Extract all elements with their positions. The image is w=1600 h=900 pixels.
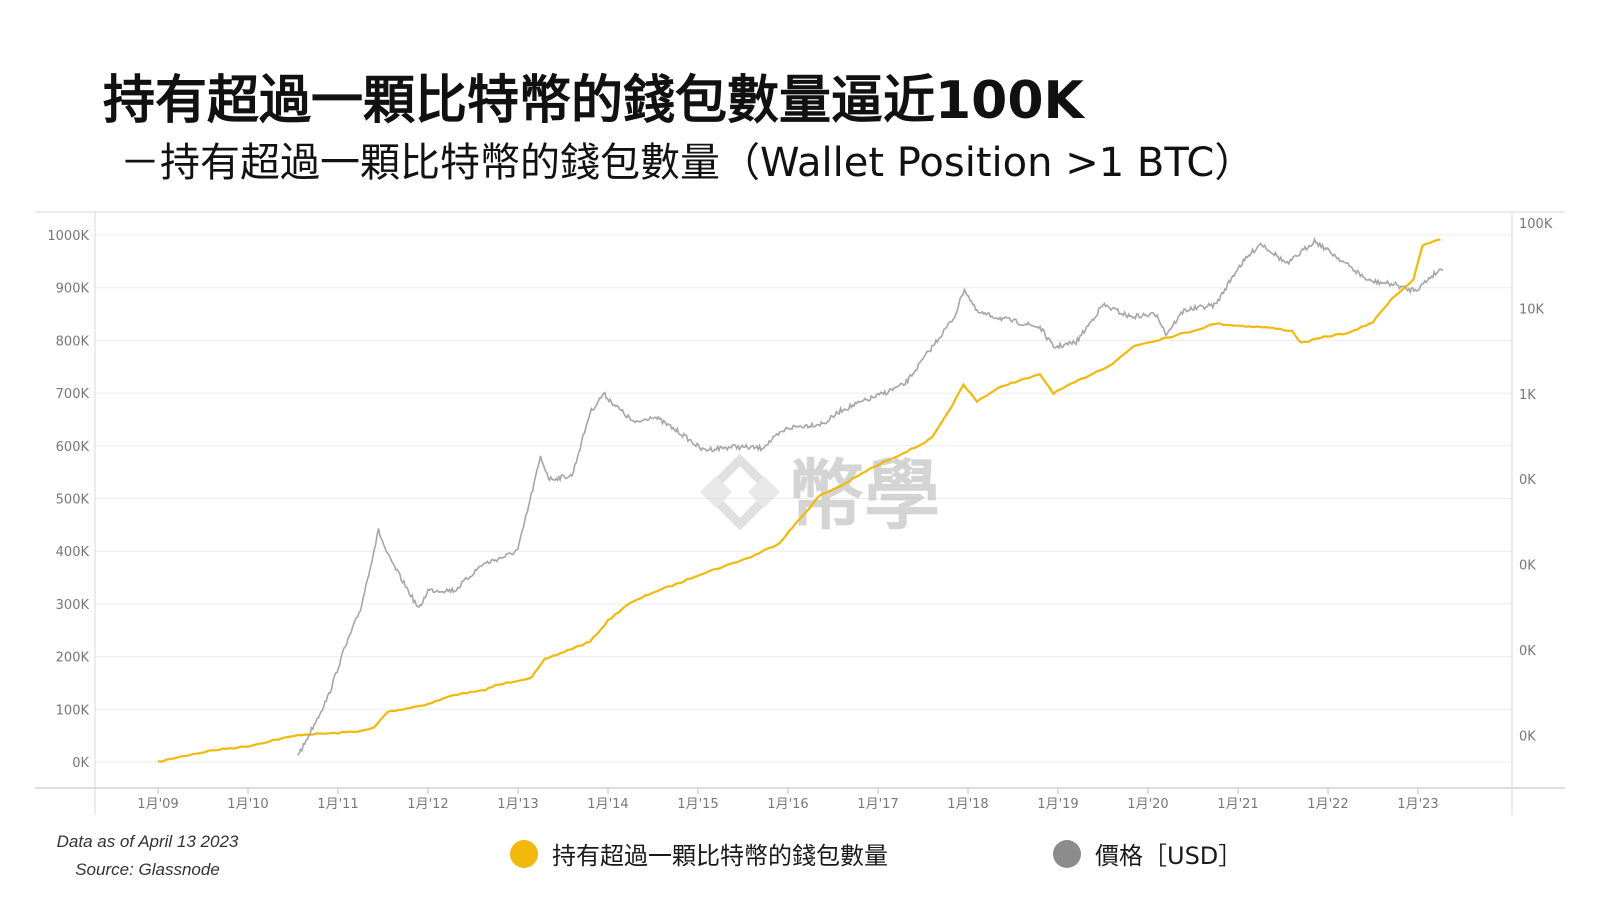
y-left-tick-label: 900K: [56, 282, 90, 297]
y-right-tick-label: 0K: [1519, 644, 1536, 659]
series-group: [157, 236, 1444, 763]
legend-price-label: 價格［USD］: [1095, 842, 1243, 870]
legend-price-marker: [1053, 839, 1081, 868]
x-tick-label: 1月'10: [227, 797, 268, 812]
legend-wallets-label: 持有超過一顆比特幣的錢包數量: [552, 842, 888, 870]
x-tick-label: 1月'12: [407, 797, 448, 812]
legend-item-wallets: 持有超過一顆比特幣的錢包數量: [510, 836, 888, 871]
y-right-tick-label: 100K: [1519, 217, 1553, 232]
footnote-source: Source: Glassnode: [75, 860, 220, 879]
y-left-tick-label: 600K: [56, 440, 90, 455]
grid-lines: [95, 234, 1512, 763]
price-line: [297, 236, 1444, 756]
y-right-tick-label: 0K: [1519, 473, 1536, 488]
x-tick-label: 1月'21: [1217, 797, 1258, 812]
y-left-tick-label: 500K: [56, 493, 90, 508]
chart-subtitle: －持有超過一顆比特幣的錢包數量（Wallet Position >1 BTC）: [120, 140, 1255, 186]
wallet-count-line: [157, 238, 1441, 763]
plot-frame: [35, 211, 1565, 815]
y-right-tick-label: 0K: [1519, 729, 1536, 744]
x-tick-label: 1月'22: [1307, 797, 1348, 812]
y-left-tick-label: 0K: [72, 756, 89, 771]
y-left-tick-label: 700K: [56, 387, 90, 402]
x-tick-label: 1月'20: [1127, 797, 1168, 812]
legend-wallets-marker: [510, 839, 538, 868]
x-tick-label: 1月'11: [317, 797, 358, 812]
y-axis-right: 100K 10K 1K 0K 0K 0K 0K: [1519, 217, 1553, 744]
y-left-tick-label: 400K: [56, 545, 90, 560]
x-tick-label: 1月'15: [677, 797, 718, 812]
legend-item-price: 價格［USD］: [1053, 836, 1242, 871]
x-tick-label: 1月'13: [497, 797, 538, 812]
x-tick-label: 1月'09: [137, 797, 178, 812]
y-left-tick-label: 300K: [56, 598, 90, 613]
y-left-tick-label: 1000K: [47, 229, 89, 244]
y-right-tick-label: 0K: [1519, 559, 1536, 574]
y-left-tick-label: 200K: [56, 651, 90, 666]
watermark: 幣學: [700, 451, 940, 540]
y-right-tick-label: 1K: [1519, 388, 1536, 403]
watermark-text: 幣學: [788, 451, 940, 540]
footnote-date: Data as of April 13 2023: [56, 832, 239, 851]
x-tick-label: 1月'23: [1397, 797, 1438, 812]
y-axis-left: 1000K 900K 800K 700K 600K 500K 400K 300K 200K 100…: [47, 229, 89, 771]
y-left-tick-label: 800K: [56, 334, 90, 349]
y-right-tick-label: 10K: [1519, 302, 1545, 317]
chart-title: 持有超過一顆比特幣的錢包數量逼近100K: [103, 71, 1084, 131]
x-axis: 1月'09 1月'10 1月'11 1月'12 1月'13 1月'14 1月'15 1月'16…: [137, 788, 1439, 812]
x-tick-label: 1月'17: [857, 797, 898, 812]
footnote: Data as of April 13 2023 Source: Glassno…: [40, 828, 255, 884]
x-tick-label: 1月'19: [1037, 797, 1078, 812]
x-tick-label: 1月'18: [947, 797, 988, 812]
y-left-tick-label: 100K: [56, 703, 90, 718]
x-tick-label: 1月'14: [587, 797, 628, 812]
watermark-logo-icon: [700, 453, 780, 531]
x-tick-label: 1月'16: [767, 797, 808, 812]
